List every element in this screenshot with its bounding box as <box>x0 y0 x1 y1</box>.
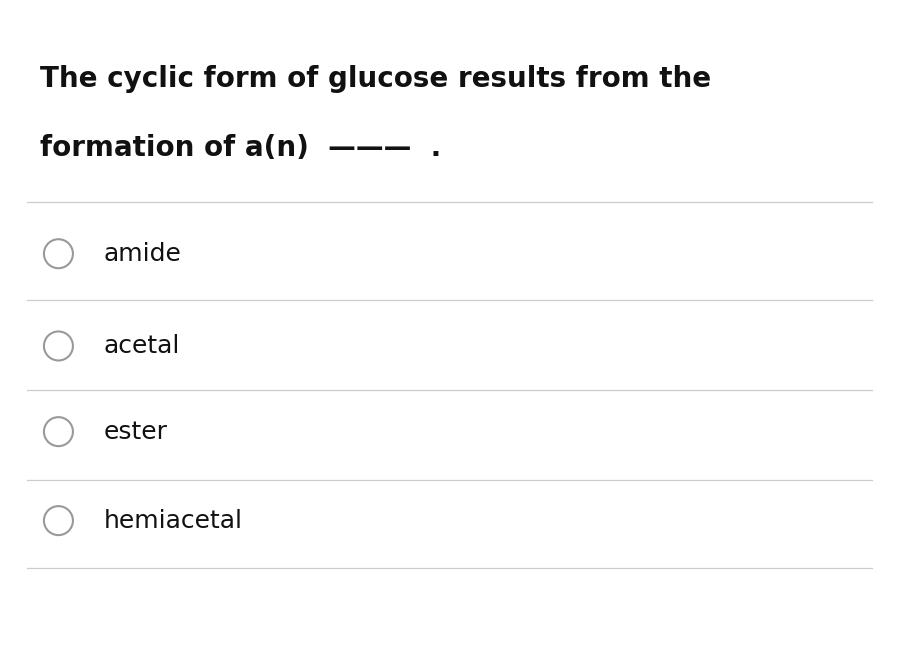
Text: acetal: acetal <box>103 334 180 358</box>
Text: The cyclic form of glucose results from the: The cyclic form of glucose results from … <box>40 65 712 93</box>
Text: ester: ester <box>103 420 167 444</box>
Text: amide: amide <box>103 242 182 266</box>
Text: formation of a(n)  ———  .: formation of a(n) ——— . <box>40 134 441 162</box>
Text: hemiacetal: hemiacetal <box>103 509 243 532</box>
